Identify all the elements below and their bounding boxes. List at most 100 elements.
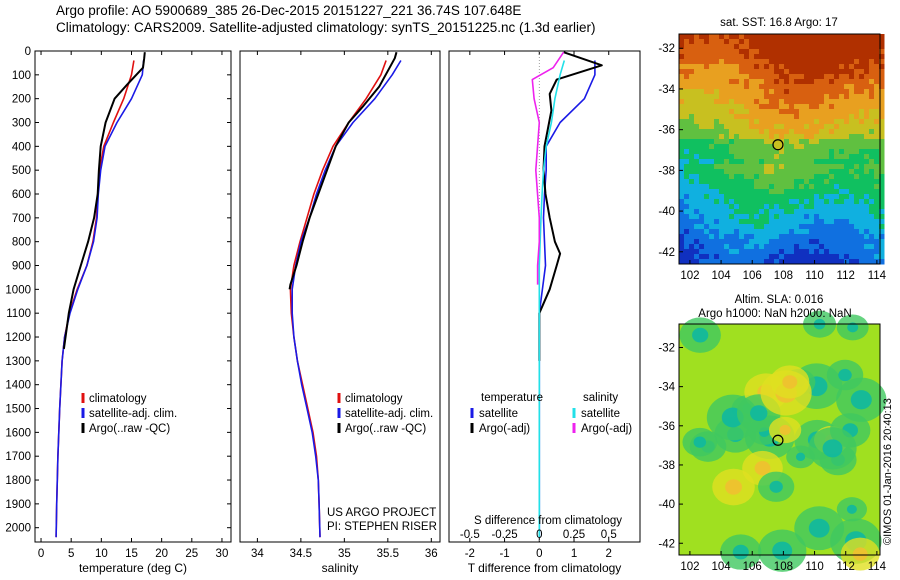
heatmap-cell	[739, 244, 745, 250]
heatmap-cell	[714, 249, 720, 255]
heatmap-cell	[799, 174, 805, 180]
heatmap-cell	[784, 164, 790, 170]
heatmap-cell	[744, 184, 750, 190]
heatmap-cell	[874, 159, 880, 165]
heatmap-cell	[734, 214, 740, 220]
heatmap-cell	[819, 49, 825, 55]
heatmap-cell	[819, 234, 825, 240]
heatmap-cell	[694, 199, 700, 205]
heatmap-cell	[874, 144, 880, 150]
heatmap-cell	[784, 219, 790, 225]
heatmap-cell	[719, 114, 725, 120]
heatmap-cell	[859, 229, 865, 235]
heatmap-cell	[704, 209, 710, 215]
heatmap-cell	[804, 149, 810, 155]
heatmap-cell	[734, 44, 740, 50]
heatmap-cell	[719, 89, 725, 95]
heatmap-cell	[699, 74, 705, 80]
heatmap-cell	[754, 234, 760, 240]
heatmap-cell	[744, 34, 750, 40]
heatmap-cell	[834, 209, 840, 215]
heatmap-cell	[684, 64, 690, 70]
heatmap-cell	[844, 184, 850, 190]
heatmap-cell	[804, 229, 810, 235]
heatmap-cell	[699, 179, 705, 185]
heatmap-cell	[809, 79, 815, 85]
heatmap-cell	[829, 194, 835, 200]
heatmap-cell	[844, 214, 850, 220]
heatmap-cell	[794, 54, 800, 60]
heatmap-cell	[864, 234, 870, 240]
heatmap-cell	[689, 234, 695, 240]
heatmap-cell	[769, 89, 775, 95]
heatmap-cell	[839, 254, 845, 260]
heatmap-cell	[809, 34, 815, 40]
heatmap-cell	[729, 129, 735, 135]
heatmap-cell	[839, 164, 845, 170]
heatmap-cell	[714, 234, 720, 240]
heatmap-cell	[719, 34, 725, 40]
heatmap-cell	[779, 254, 785, 260]
heatmap-cell	[694, 124, 700, 130]
heatmap-cell	[749, 209, 755, 215]
heatmap-cell	[764, 109, 770, 115]
legend-header-salinity: salinity	[583, 392, 618, 404]
heatmap-cell	[879, 174, 885, 180]
heatmap-cell	[869, 169, 875, 175]
heatmap-cell	[874, 54, 880, 60]
heatmap-cell	[739, 54, 745, 60]
heatmap-cell	[754, 104, 760, 110]
heatmap-cell	[819, 249, 825, 255]
heatmap-cell	[834, 229, 840, 235]
heatmap-cell	[849, 109, 855, 115]
heatmap-cell	[879, 109, 885, 115]
heatmap-cell	[679, 34, 685, 40]
heatmap-cell	[824, 44, 830, 50]
heatmap-cell	[679, 59, 685, 65]
heatmap-cell	[704, 44, 710, 50]
heatmap-cell	[879, 159, 885, 165]
heatmap-cell	[689, 74, 695, 80]
heatmap-cell	[704, 249, 710, 255]
heatmap-cell	[864, 214, 870, 220]
x-tick-label: 108	[774, 270, 793, 282]
heatmap-cell	[824, 164, 830, 170]
heatmap-cell	[754, 39, 760, 45]
heatmap-cell	[684, 204, 690, 210]
heatmap-cell	[749, 109, 755, 115]
heatmap-cell	[824, 159, 830, 165]
heatmap-cell	[819, 99, 825, 105]
heatmap-cell	[869, 134, 875, 140]
heatmap-cell	[809, 194, 815, 200]
heatmap-cell	[709, 139, 715, 145]
heatmap-cell	[769, 234, 775, 240]
heatmap-cell	[714, 154, 720, 160]
heatmap-cell	[839, 214, 845, 220]
heatmap-cell	[694, 169, 700, 175]
heatmap-cell	[779, 249, 785, 255]
heatmap-cell	[789, 44, 795, 50]
heatmap-cell	[724, 94, 730, 100]
heatmap-cell	[789, 64, 795, 70]
heatmap-cell	[754, 154, 760, 160]
heatmap-blob-core	[750, 405, 768, 422]
heatmap-cell	[814, 59, 820, 65]
heatmap-cell	[784, 139, 790, 145]
heatmap-cell	[749, 54, 755, 60]
heatmap-cell	[769, 64, 775, 70]
heatmap-blob-core	[808, 518, 830, 538]
heatmap-cell	[829, 34, 835, 40]
heatmap-cell	[694, 104, 700, 110]
heatmap-cell	[764, 39, 770, 45]
heatmap-cell	[859, 59, 865, 65]
heatmap-cell	[859, 49, 865, 55]
heatmap-cell	[679, 189, 685, 195]
heatmap-cell	[854, 124, 860, 130]
heatmap-cell	[814, 144, 820, 150]
heatmap-cell	[824, 64, 830, 70]
heatmap-cell	[754, 239, 760, 245]
heatmap-cell	[694, 94, 700, 100]
heatmap-cell	[754, 34, 760, 40]
heatmap-cell	[784, 239, 790, 245]
legend-entry-salinity-argo-adj: Argo(-adj)	[581, 423, 632, 435]
